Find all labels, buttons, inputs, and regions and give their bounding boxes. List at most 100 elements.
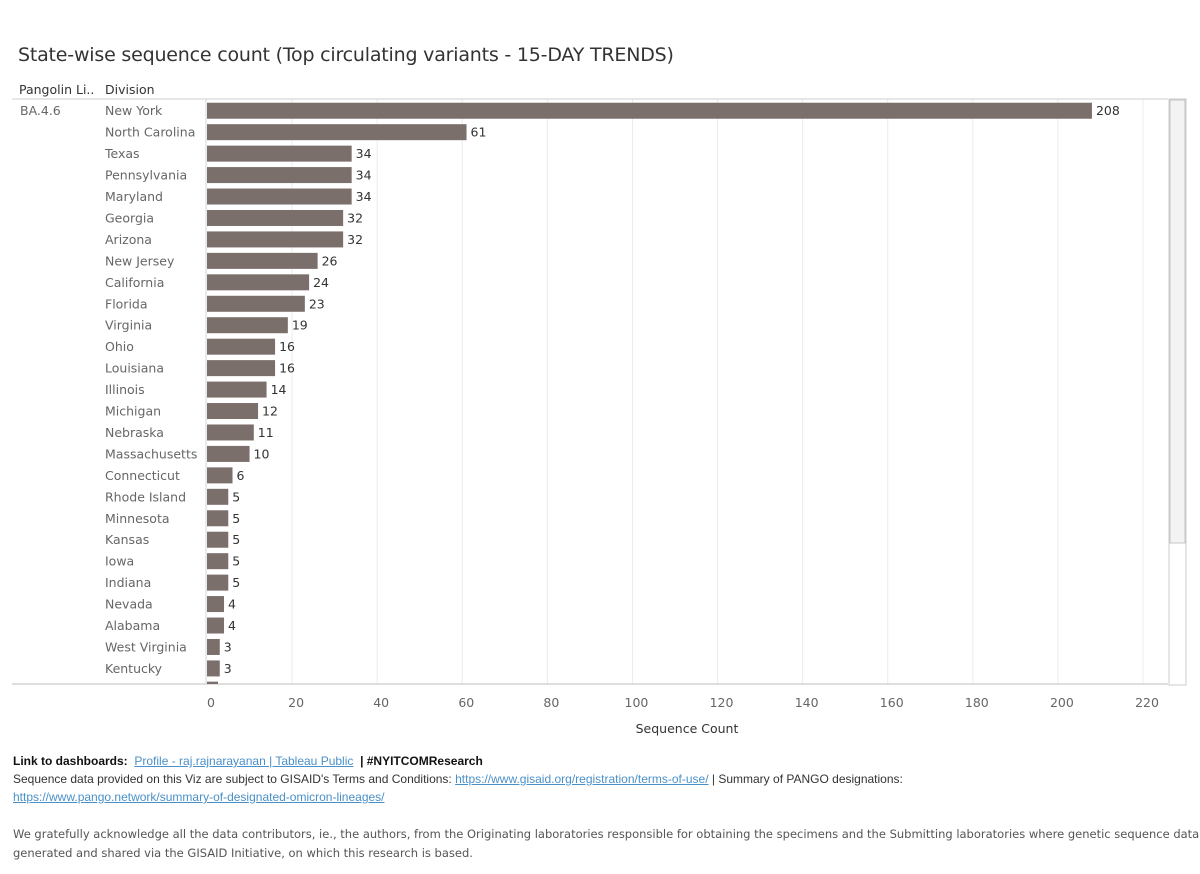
division-label[interactable]: Florida [105,296,148,311]
bar-row[interactable]: Illinois 14 [105,381,287,398]
lineage-column-header[interactable]: Pangolin Li.. [19,82,95,97]
bar-value-label: 5 [232,511,240,526]
x-tick-label: 140 [795,695,819,710]
bar-row[interactable]: Georgia 32 [105,209,363,226]
division-label[interactable]: Texas [104,146,140,161]
bar-row[interactable]: Louisiana 16 [105,360,295,377]
bar[interactable] [207,638,220,655]
bar[interactable] [207,381,267,398]
bar[interactable] [207,188,352,205]
bar[interactable] [207,231,344,248]
division-label[interactable]: California [105,275,164,290]
bar[interactable] [207,467,233,484]
bar-row[interactable]: Arizona 32 [105,231,363,248]
division-column-header[interactable]: Division [105,82,155,97]
bar[interactable] [207,295,305,312]
bar[interactable] [207,531,229,548]
division-label[interactable]: Ohio [105,339,134,354]
bar-row[interactable]: New Jersey 26 [105,252,338,269]
division-label[interactable]: Maryland [105,189,163,204]
bar[interactable] [207,424,254,441]
division-label[interactable]: North Carolina [105,125,195,140]
bar-row[interactable]: Nebraska 11 [105,424,274,441]
bar-row[interactable]: Connecticut 6 [105,467,245,484]
x-tick-label: 0 [207,695,215,710]
bar[interactable] [207,102,1092,119]
bar[interactable] [207,445,250,462]
bar[interactable] [207,145,352,162]
division-label[interactable]: Indiana [105,575,151,590]
bar[interactable] [207,488,229,505]
bar-value-label: 16 [279,361,295,376]
bar-row[interactable]: Ohio 16 [105,338,295,355]
bar-value-label: 5 [232,554,240,569]
division-label[interactable]: Alabama [105,618,160,633]
bar-row[interactable]: Indiana 5 [105,574,240,591]
division-label[interactable]: Louisiana [105,361,164,376]
division-label[interactable]: Nebraska [105,425,164,440]
bar[interactable] [207,317,288,334]
bar-value-label: 5 [232,532,240,547]
terms-link[interactable]: https://www.gisaid.org/registration/term… [455,772,709,786]
bar[interactable] [207,574,229,591]
bar-row[interactable]: West Virginia 3 [105,638,232,655]
bar-row[interactable]: Virginia 19 [105,317,308,334]
bar-row[interactable]: Minnesota 5 [105,510,240,527]
profile-link[interactable]: Profile - raj.rajnarayanan | Tableau Pub… [134,754,354,768]
division-label[interactable]: Kentucky [105,661,163,676]
bar[interactable] [207,617,225,634]
bar-row[interactable]: North Carolina 61 [105,124,486,141]
division-label[interactable]: Massachusetts [105,446,197,461]
bar[interactable] [207,660,220,677]
division-label[interactable]: Virginia [105,318,152,333]
division-label[interactable]: Iowa [105,554,134,569]
bar-row[interactable]: New York 208 [105,102,1120,119]
bar-row[interactable]: Massachusetts 10 [105,445,269,462]
division-label[interactable]: Pennsylvania [105,168,187,183]
division-label[interactable]: Georgia [105,210,154,225]
scrollbar-thumb[interactable] [1169,99,1186,544]
division-label[interactable]: Nevada [105,597,153,612]
division-label[interactable]: West Virginia [105,639,187,654]
bar[interactable] [207,403,259,420]
division-label[interactable]: Kansas [105,532,149,547]
bar-value-label: 12 [262,404,278,419]
bar-row[interactable]: Pennsylvania 34 [105,167,372,184]
bar-row[interactable]: Kentucky 3 [105,660,232,677]
bar-row[interactable]: Maryland 34 [105,188,372,205]
x-tick-label: 220 [1135,695,1159,710]
bar[interactable] [207,274,310,291]
bar-row[interactable]: Nevada 4 [105,596,236,613]
bar[interactable] [207,510,229,527]
bar-value-label: 26 [322,253,338,268]
bar[interactable] [207,124,467,141]
bar-row[interactable]: Florida 23 [105,295,325,312]
bar[interactable] [207,553,229,570]
division-label[interactable]: Rhode Island [105,489,186,504]
bar-row[interactable]: Michigan 12 [105,403,278,420]
division-label[interactable]: Michigan [105,404,161,419]
bar-row[interactable]: Kansas 5 [105,531,240,548]
bar-row[interactable]: Texas 34 [104,145,372,162]
division-label[interactable]: Minnesota [105,511,170,526]
bar[interactable] [207,209,344,226]
bar-value-label: 32 [347,210,363,225]
pango-link[interactable]: https://www.pango.network/summary-of-des… [13,790,385,804]
division-label[interactable]: Arizona [105,232,152,247]
division-label[interactable]: New Jersey [105,253,175,268]
x-tick-label: 60 [458,695,474,710]
bar-row[interactable]: Iowa 5 [105,553,240,570]
division-label[interactable]: Illinois [105,382,145,397]
terms-text: Sequence data provided on this Viz are s… [13,772,452,786]
bar[interactable] [207,596,225,613]
bar[interactable] [207,167,352,184]
bar-row[interactable]: Rhode Island 5 [105,488,240,505]
bar[interactable] [207,360,276,377]
bar[interactable] [207,338,276,355]
bar-row[interactable]: California 24 [105,274,329,291]
division-label[interactable]: New York [105,103,163,118]
division-label[interactable]: Connecticut [105,468,180,483]
bar-row[interactable]: Alabama 4 [105,617,236,634]
link-label: Link to dashboards: [13,754,128,768]
bar[interactable] [207,252,318,269]
